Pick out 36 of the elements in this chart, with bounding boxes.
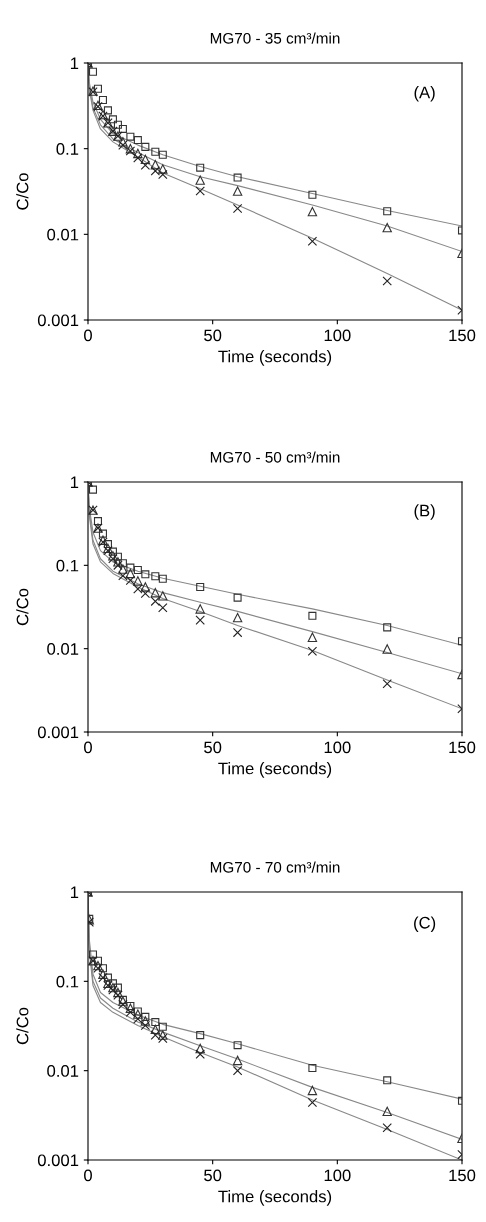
y-tick-label: 0.01 <box>47 643 79 655</box>
x-tick-label: 50 <box>204 1169 222 1182</box>
x-tick-label: 150 <box>449 1169 476 1182</box>
x-tick-label: 0 <box>84 741 92 754</box>
annotation: (A) <box>414 86 435 102</box>
x-tick-label: 100 <box>324 1169 351 1182</box>
chart-title: MG70 - 35 cm³/min <box>210 32 340 44</box>
x-tick-label: 50 <box>204 329 222 342</box>
y-tick-label: 1 <box>70 476 79 489</box>
x-tick-label: 100 <box>324 329 351 342</box>
x-axis-title: Time (seconds) <box>218 762 332 778</box>
chart-title: MG70 - 50 cm³/min <box>210 451 340 463</box>
y-tick-label: 1 <box>70 57 79 70</box>
x-axis-title: Time (seconds) <box>218 1190 332 1206</box>
x-tick-label: 0 <box>84 329 92 342</box>
x-tick-label: 150 <box>449 741 476 754</box>
y-axis-title: C/Co <box>16 588 29 626</box>
y-tick-label: 0.1 <box>56 143 79 155</box>
y-tick-label: 0.1 <box>56 975 79 988</box>
x-axis-title: Time (seconds) <box>218 350 332 366</box>
x-tick-label: 50 <box>204 741 222 754</box>
x-tick-label: 150 <box>449 329 476 342</box>
y-tick-label: 1 <box>70 886 79 899</box>
chart-title: MG70 - 70 cm³/min <box>210 861 340 873</box>
y-axis-title: C/Co <box>16 173 29 210</box>
annotation: (B) <box>414 504 435 520</box>
y-tick-label: 0.001 <box>37 726 79 739</box>
y-tick-label: 0.001 <box>37 1154 79 1167</box>
y-tick-label: 0.1 <box>56 559 79 572</box>
x-tick-label: 100 <box>324 741 351 754</box>
annotation: (C) <box>414 916 436 932</box>
y-tick-label: 0.001 <box>37 314 79 327</box>
y-axis-title: C/Co <box>16 1007 29 1045</box>
y-tick-label: 0.01 <box>47 1065 79 1077</box>
y-tick-label: 0.01 <box>47 228 79 241</box>
x-tick-label: 0 <box>84 1169 92 1182</box>
